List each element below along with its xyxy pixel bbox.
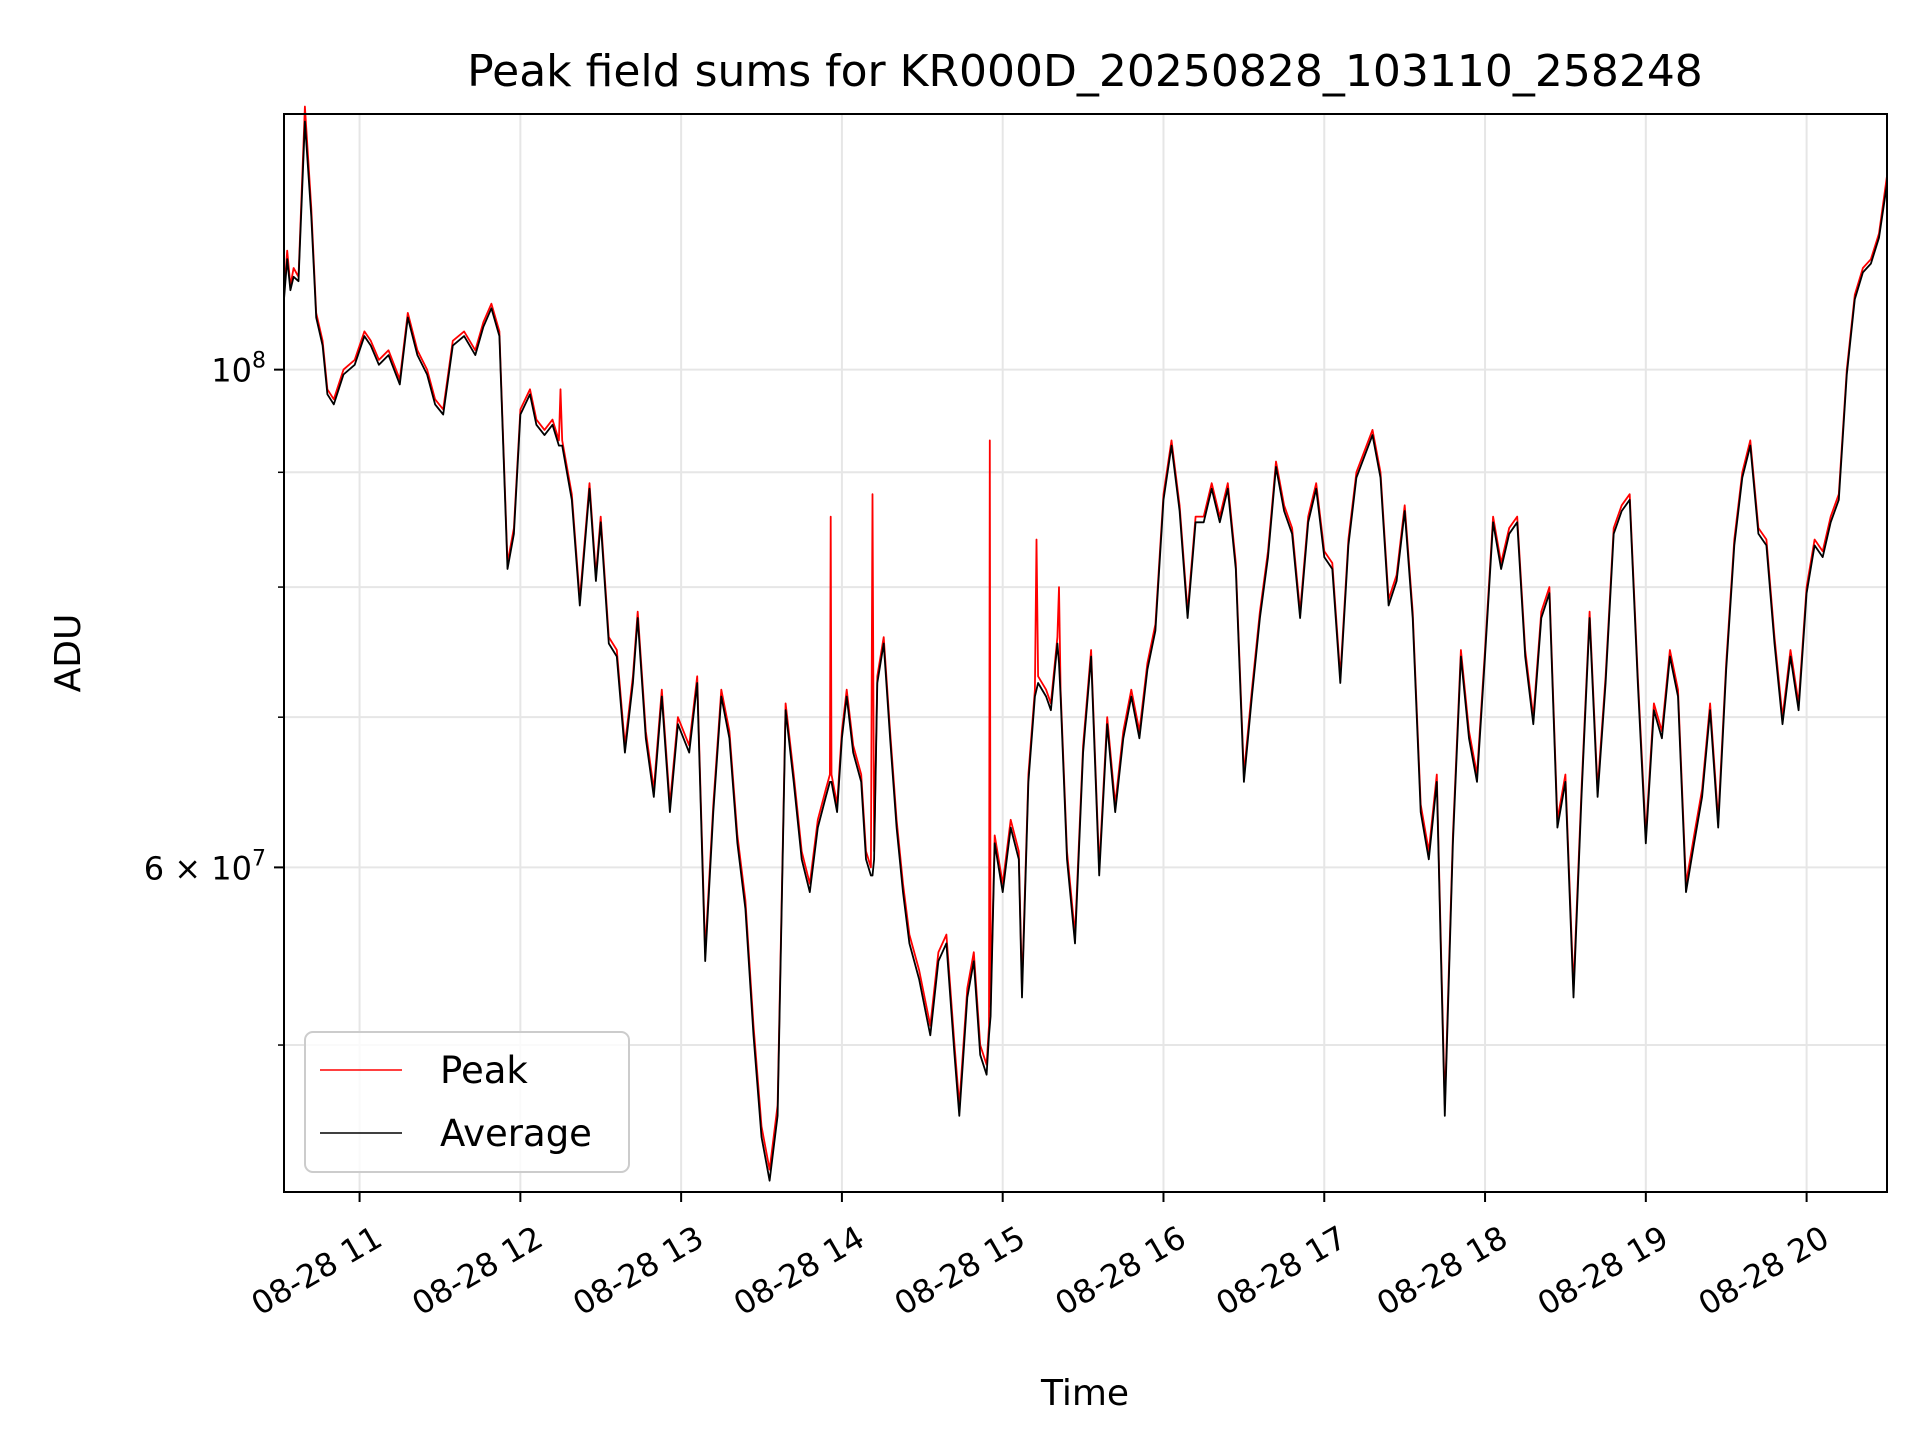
legend-label-peak: Peak [440,1049,528,1092]
y-axis-label: ADU [48,614,89,693]
y-tick-label: 6 × 107 [144,846,266,887]
series-line-average [283,120,1888,1182]
x-axis-label: Time [1040,1373,1129,1414]
plot-frame [283,113,1888,1193]
legend-box [304,1031,630,1173]
legend-label-average: Average [440,1112,592,1155]
series-layer [283,105,1888,1182]
y-axis: 108 6 × 107 [144,349,284,1046]
legend: Peak Average [304,1031,630,1173]
chart-title: Peak field sums for KR000D_20250828_1031… [467,46,1703,97]
y-tick-label: 108 [211,349,266,390]
